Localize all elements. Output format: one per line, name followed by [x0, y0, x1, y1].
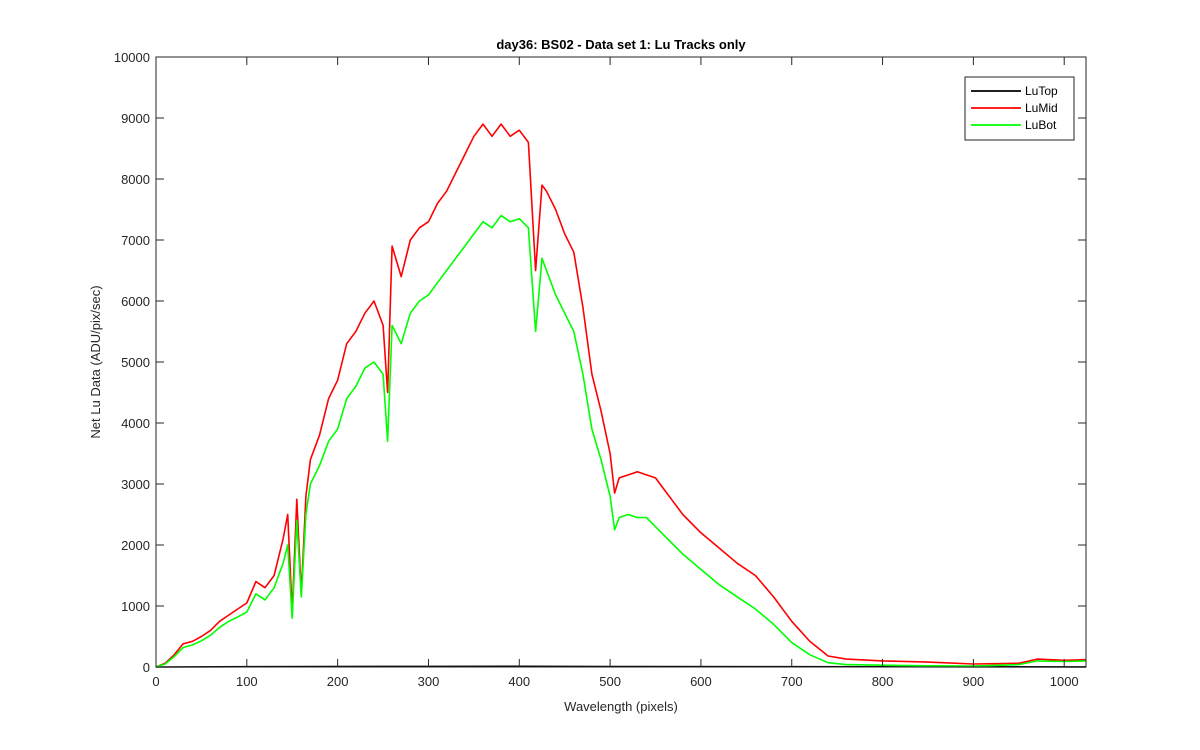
y-tick-label: 1000	[121, 599, 150, 614]
y-tick-label: 6000	[121, 294, 150, 309]
x-tick-label: 0	[152, 674, 159, 689]
y-tick-label: 10000	[114, 50, 150, 65]
y-tick-label: 8000	[121, 172, 150, 187]
y-axis-label: Net Lu Data (ADU/pix/sec)	[88, 285, 103, 438]
y-tick-label: 2000	[121, 538, 150, 553]
x-tick-label: 800	[872, 674, 894, 689]
legend: LuTop LuMid LuBot	[964, 76, 1075, 141]
x-tick-label: 700	[781, 674, 803, 689]
y-tick-label: 5000	[121, 355, 150, 370]
x-tick-label: 1000	[1050, 674, 1079, 689]
x-tick-label: 100	[236, 674, 258, 689]
y-tick-label: 7000	[121, 233, 150, 248]
legend-label-lutop: LuTop	[1025, 84, 1058, 98]
series-line-lubot	[155, 214, 1087, 668]
y-tick-label: 4000	[121, 416, 150, 431]
x-tick-label: 200	[327, 674, 349, 689]
plot-area	[156, 57, 1086, 667]
series-line-lumid	[155, 123, 1087, 668]
y-tick-label: 0	[143, 660, 150, 675]
chart-title: day36: BS02 - Data set 1: Lu Tracks only	[496, 37, 746, 52]
x-tick-label: 500	[599, 674, 621, 689]
legend-label-lumid: LuMid	[1025, 101, 1058, 115]
x-axis-label: Wavelength (pixels)	[564, 699, 678, 714]
y-tick-label: 3000	[121, 477, 150, 492]
x-tick-label: 600	[690, 674, 712, 689]
x-tick-label: 400	[508, 674, 530, 689]
x-axis: 0 100 200 300 400 500 600 700 800 900 1000	[152, 57, 1079, 689]
x-tick-label: 300	[418, 674, 440, 689]
y-tick-label: 9000	[121, 111, 150, 126]
x-tick-label: 900	[963, 674, 985, 689]
legend-label-lubot: LuBot	[1025, 118, 1057, 132]
y-axis: 0 1000 2000 3000 4000 5000 6000 7000 8000 9000 100…	[114, 50, 1086, 675]
